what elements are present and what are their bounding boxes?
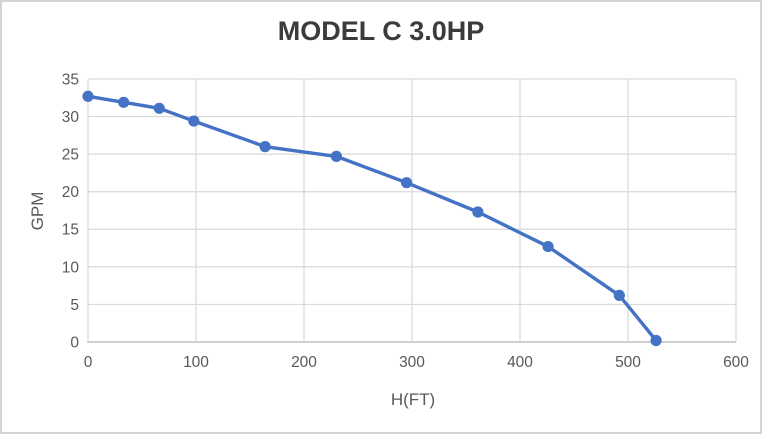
y-tick-label: 15 [62,222,79,239]
data-point [259,141,271,153]
data-point [153,102,165,114]
data-point [650,334,662,347]
gridlines [87,78,737,343]
x-axis-title: H(FT) [390,390,436,409]
y-tick-label: 10 [62,259,80,276]
x-tick-label: 600 [723,354,749,371]
tick-labels: 0 5 10 15 20 25 30 35 0 100 200 300 400 500 600 [62,71,750,371]
data-points [82,90,662,347]
data-point [188,115,200,127]
x-tick-label: 100 [183,354,209,371]
y-tick-label: 30 [62,109,80,126]
x-tick-label: 0 [84,354,93,371]
y-tick-label: 25 [62,147,79,164]
data-point [82,90,94,102]
data-point [118,96,130,108]
x-tick-label: 400 [507,354,533,371]
y-tick-label: 20 [62,184,80,201]
y-tick-label: 5 [70,297,79,314]
y-tick-label: 35 [62,71,79,88]
data-point [401,177,413,189]
x-tick-label: 500 [615,354,641,371]
data-point [613,289,625,302]
x-tick-label: 300 [399,354,425,371]
data-point [330,150,342,162]
data-point [472,206,484,218]
x-tick-label: 200 [291,354,317,371]
y-tick-label: 0 [70,334,79,351]
chart-title: MODEL C 3.0HP [277,16,485,46]
data-point [542,240,554,253]
y-axis-title: GPM [28,191,47,231]
